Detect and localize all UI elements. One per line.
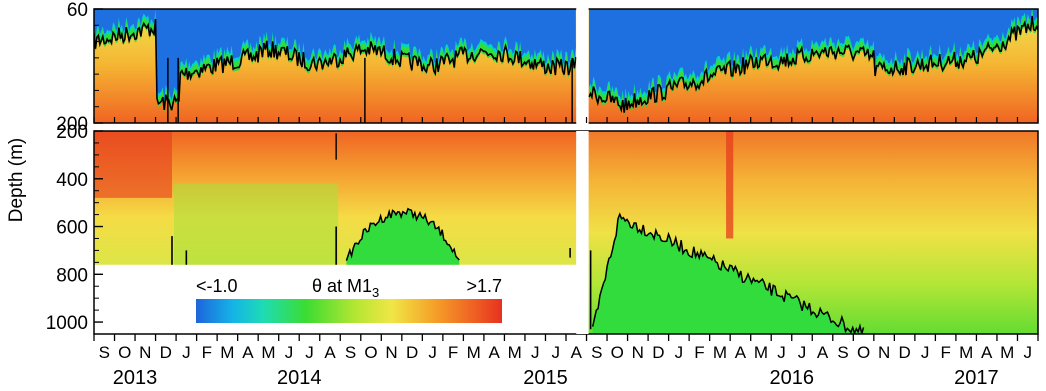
month-label-23: A <box>571 343 583 362</box>
month-label-45: J <box>1023 343 1032 362</box>
lower-ytick-label-2: 600 <box>56 218 88 239</box>
month-label-36: S <box>837 343 848 362</box>
year-label-2015: 2015 <box>523 367 568 389</box>
colorbar-variable-label: θ at M13 <box>312 276 379 300</box>
month-label-10: J <box>305 343 314 362</box>
month-label-14: N <box>385 343 397 362</box>
month-label-6: M <box>220 343 234 362</box>
lower-contour-2016 <box>591 212 865 334</box>
upper-contour-2 <box>588 15 1038 113</box>
year-label-2013: 2013 <box>113 367 158 389</box>
month-label-29: F <box>694 343 704 362</box>
colorbar-bar <box>196 299 502 323</box>
year-label-2014: 2014 <box>277 367 322 389</box>
month-label-19: A <box>489 343 501 362</box>
colorbar-min-label: <-1.0 <box>196 276 238 296</box>
lower-ytick-label-4: 1000 <box>46 313 88 334</box>
upper-cold-region-2 <box>588 9 1038 103</box>
upper-panel <box>94 9 1038 123</box>
month-label-7: A <box>242 343 254 362</box>
month-label-35: A <box>817 343 829 362</box>
month-label-33: J <box>777 343 786 362</box>
month-label-13: O <box>364 343 377 362</box>
upper-contour-1 <box>94 18 577 111</box>
month-label-27: D <box>652 343 664 362</box>
month-label-28: J <box>675 343 684 362</box>
colorbar-max-label: >1.7 <box>466 276 502 296</box>
lower-contour-2014 <box>345 207 460 261</box>
y-axis-title: Depth (m) <box>6 138 27 222</box>
month-label-34: J <box>798 343 807 362</box>
month-label-15: D <box>406 343 418 362</box>
upper-cold-region-1 <box>94 9 576 101</box>
upper-deployment-gap <box>576 7 589 125</box>
month-label-26: N <box>632 343 644 362</box>
month-label-0: S <box>99 343 110 362</box>
month-label-41: F <box>940 343 950 362</box>
month-label-20: M <box>508 343 522 362</box>
lower-cold-intrusion-2016 <box>592 214 864 334</box>
month-label-8: M <box>261 343 275 362</box>
month-label-3: D <box>160 343 172 362</box>
month-label-18: M <box>467 343 481 362</box>
month-label-12: S <box>345 343 356 362</box>
month-label-37: O <box>857 343 870 362</box>
month-label-38: N <box>878 343 890 362</box>
upper-ytick-label-1: 200 <box>56 114 88 135</box>
month-label-30: M <box>713 343 727 362</box>
month-label-16: J <box>428 343 437 362</box>
month-label-1: O <box>118 343 131 362</box>
lower-cold-dome-2014 <box>346 208 460 265</box>
month-label-39: D <box>898 343 910 362</box>
lower-warm-core-2013 <box>94 131 172 198</box>
month-label-17: F <box>448 343 458 362</box>
lower-ytick-label-1: 400 <box>56 170 88 191</box>
month-label-25: O <box>611 343 624 362</box>
month-label-4: J <box>182 343 191 362</box>
month-label-9: J <box>285 343 294 362</box>
month-label-21: J <box>531 343 540 362</box>
month-label-24: S <box>591 343 602 362</box>
lower-green-patch-1 <box>174 183 339 265</box>
month-label-40: J <box>921 343 930 362</box>
lower-ytick-label-0: 200 <box>56 122 88 143</box>
year-label-2016: 2016 <box>769 367 814 389</box>
lower-panel <box>94 131 1038 334</box>
month-label-43: A <box>981 343 993 362</box>
month-label-22: J <box>551 343 560 362</box>
lower-ytick-label-3: 800 <box>56 265 88 286</box>
lower-deployment-gap <box>576 131 589 334</box>
month-label-2: N <box>139 343 151 362</box>
month-label-11: A <box>324 343 336 362</box>
month-label-31: A <box>735 343 747 362</box>
month-label-5: F <box>202 343 212 362</box>
month-label-44: M <box>1000 343 1014 362</box>
lower-filament-2016 <box>726 131 734 239</box>
year-label-2017: 2017 <box>954 367 999 389</box>
upper-ytick-label-0: 60 <box>67 0 88 21</box>
upper-cool-band-1 <box>94 9 576 104</box>
month-label-42: M <box>959 343 973 362</box>
colorbar: <-1.0 θ at M13 >1.7 <box>196 276 502 323</box>
month-label-32: M <box>754 343 768 362</box>
